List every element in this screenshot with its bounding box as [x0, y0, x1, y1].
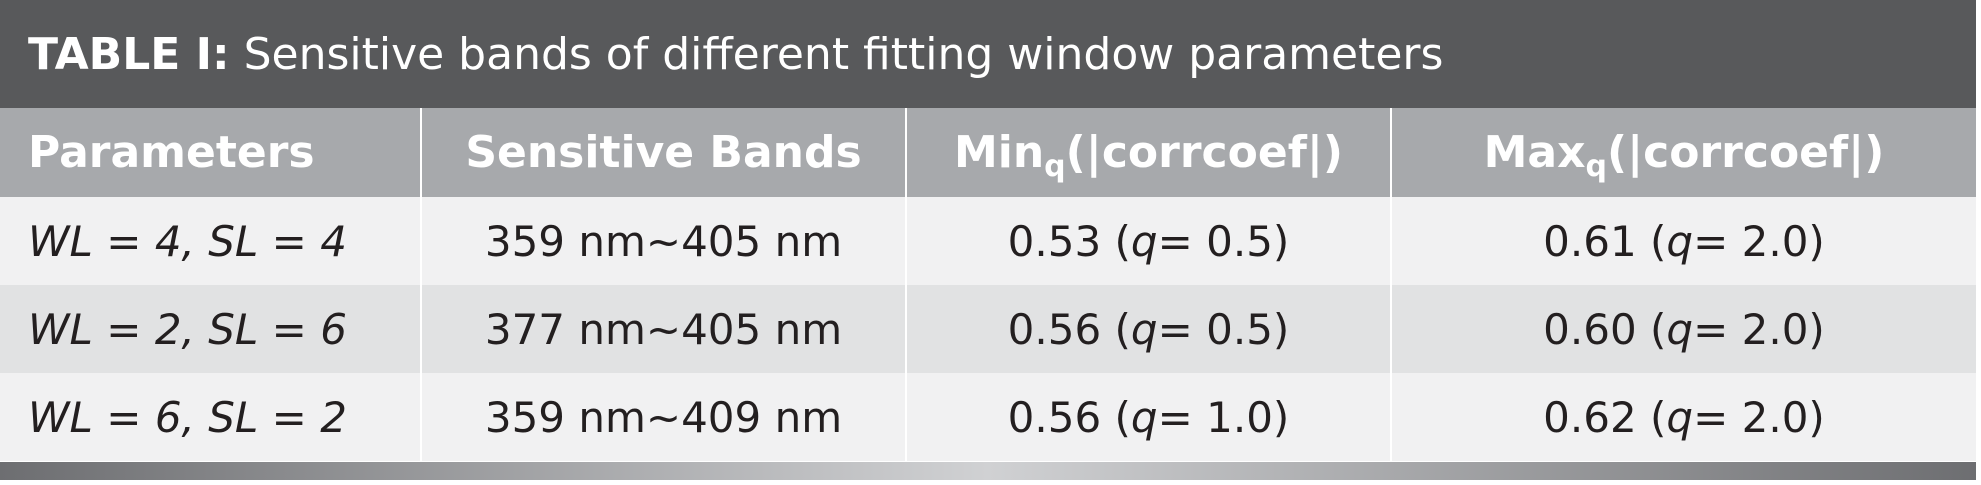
subscript: q: [1585, 149, 1607, 184]
table-cell: 359 nm~405 nm: [422, 197, 905, 285]
bottom-shadow: [0, 462, 1976, 480]
table-cell: 0.56 (q = 0.5): [907, 285, 1390, 373]
table-cell: WL = 2, SL = 6: [0, 285, 420, 373]
cell-text: (|corrcoef|): [1606, 127, 1885, 178]
cell-text: Max: [1483, 127, 1586, 178]
cell-text: Min: [953, 127, 1045, 178]
title-text: Sensitive bands of different fitting win…: [243, 28, 1444, 80]
cell-text: 0.60 (: [1543, 304, 1667, 354]
cell-text: = 2.0): [1693, 304, 1825, 354]
cell-text: (|corrcoef|): [1065, 127, 1344, 178]
table-cell: 359 nm~409 nm: [422, 373, 905, 461]
cell-text: = 2.0): [1693, 216, 1825, 266]
header-cell: Max q (|corrcoef|): [1392, 108, 1976, 197]
cell-text: q: [1666, 216, 1694, 266]
cell-text: q: [1130, 304, 1158, 354]
cell-text: WL = 6, SL = 2: [28, 392, 347, 442]
header-cell: Sensitive Bands: [422, 108, 905, 197]
cell-text: Parameters: [28, 127, 315, 178]
cell-text: q: [1666, 304, 1694, 354]
cell-text: WL = 2, SL = 6: [28, 304, 347, 354]
cell-text: Sensitive Bands: [465, 127, 862, 178]
table-cell: 377 nm~405 nm: [422, 285, 905, 373]
table-cell: WL = 4, SL = 4: [0, 197, 420, 285]
table-cell: 0.56 (q = 1.0): [907, 373, 1390, 461]
table-cell: 0.62 (q = 2.0): [1392, 373, 1976, 461]
subscript: q: [1044, 149, 1066, 184]
table-cell: WL = 6, SL = 2: [0, 373, 420, 461]
table-cell: 0.60 (q = 2.0): [1392, 285, 1976, 373]
header-cell: Min q (|corrcoef|): [907, 108, 1390, 197]
cell-text: q: [1666, 392, 1694, 442]
cell-text: 0.62 (: [1543, 392, 1667, 442]
cell-text: 359 nm~405 nm: [484, 216, 843, 266]
header-cell: Parameters: [0, 108, 420, 197]
cell-text: 0.56 (: [1007, 304, 1131, 354]
table: Parameters Sensitive Bands Min q (|corrcoef|…: [0, 108, 1976, 461]
cell-text: = 1.0): [1157, 392, 1290, 442]
cell-text: q: [1130, 216, 1158, 266]
cell-text: = 0.5): [1157, 304, 1290, 354]
title-label: TABLE I:: [28, 28, 230, 80]
title-bar: TABLE I: Sensitive bands of different fi…: [0, 0, 1976, 108]
cell-text: q: [1130, 392, 1158, 442]
table-cell: 0.53 (q = 0.5): [907, 197, 1390, 285]
cell-text: 0.53 (: [1007, 216, 1131, 266]
cell-text: = 2.0): [1693, 392, 1825, 442]
cell-text: 0.61 (: [1543, 216, 1667, 266]
table-cell: 0.61 (q = 2.0): [1392, 197, 1976, 285]
cell-text: 0.56 (: [1007, 392, 1131, 442]
cell-text: 377 nm~405 nm: [484, 304, 843, 354]
cell-text: 359 nm~409 nm: [484, 392, 843, 442]
cell-text: WL = 4, SL = 4: [28, 216, 347, 266]
cell-text: = 0.5): [1157, 216, 1290, 266]
